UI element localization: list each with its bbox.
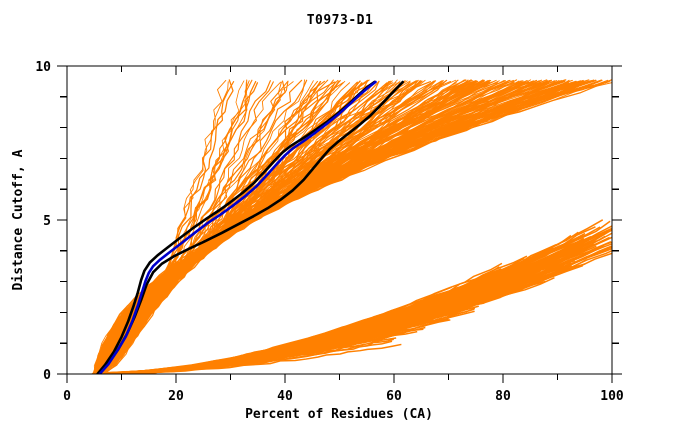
x-tick-label: 20 [168,389,184,404]
x-tick-label: 60 [386,389,402,404]
background-models-bundle [91,79,612,374]
model-curve [98,79,339,374]
model-curve [95,254,537,374]
y-tick-label: 5 [43,214,51,229]
model-curve [95,81,577,374]
x-axis-label: Percent of Residues (CA) [245,407,433,422]
y-tick-label: 0 [43,368,51,383]
model-curve [104,79,485,374]
x-tick-label: 100 [600,389,624,404]
model-curve [101,231,579,374]
x-tick-label: 80 [495,389,511,404]
y-tick-label: 10 [35,60,51,75]
model-curve [103,82,580,374]
model-curve [102,81,550,374]
model-curve [95,219,604,374]
y-axis-label: Distance Cutoff, A [11,149,26,290]
highlight-models-layer [96,80,405,374]
model-curve [93,252,541,374]
model-curve [104,235,606,374]
x-tick-label: 40 [277,389,293,404]
model-curve [103,252,612,374]
x-tick-label: 0 [63,389,71,404]
page-title: T0973-D1 [306,13,374,28]
model-curve [99,237,591,374]
model-curve [102,82,339,374]
axis-tick-labels: 0 20 40 60 80 100 0 5 10 [35,60,624,404]
axis-ticks [57,65,622,383]
highlight-curve-black-model-1 [96,80,376,374]
highlight-curve-blue-reference-model [98,80,377,374]
model-curve [99,79,253,374]
model-curve [96,81,610,374]
